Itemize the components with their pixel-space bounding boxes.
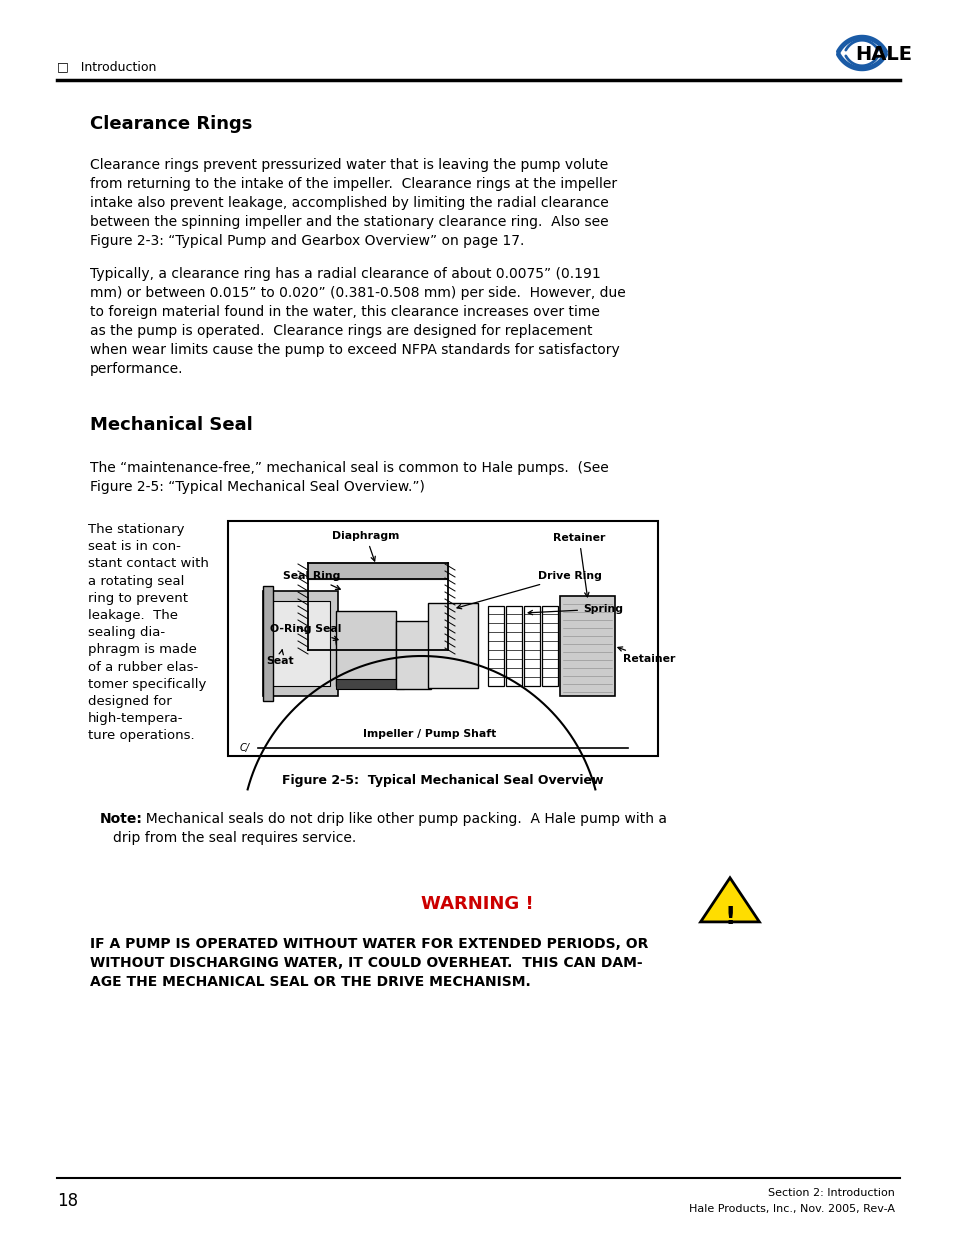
Text: The “maintenance-free,” mechanical seal is common to Hale pumps.  (See: The “maintenance-free,” mechanical seal … xyxy=(90,461,608,475)
Text: mm) or between 0.015” to 0.020” (0.381-0.508 mm) per side.  However, due: mm) or between 0.015” to 0.020” (0.381-0… xyxy=(90,287,625,300)
Text: □   Introduction: □ Introduction xyxy=(57,61,156,73)
Bar xyxy=(228,521,658,756)
Text: Figure 2-5: “Typical Mechanical Seal Overview.”): Figure 2-5: “Typical Mechanical Seal Ove… xyxy=(90,480,424,494)
Bar xyxy=(395,621,431,689)
Text: from returning to the intake of the impeller.  Clearance rings at the impeller: from returning to the intake of the impe… xyxy=(90,177,617,191)
Bar xyxy=(505,606,521,685)
Text: Impeller / Pump Shaft: Impeller / Pump Shaft xyxy=(363,729,497,739)
Bar xyxy=(559,597,615,697)
Text: Section 2: Introduction: Section 2: Introduction xyxy=(767,1188,894,1198)
Text: Clearance rings prevent pressurized water that is leaving the pump volute: Clearance rings prevent pressurized wate… xyxy=(90,158,608,172)
Text: ture operations.: ture operations. xyxy=(88,730,194,742)
Text: C/: C/ xyxy=(240,743,250,753)
Text: Note:: Note: xyxy=(100,811,143,826)
Text: Typically, a clearance ring has a radial clearance of about 0.0075” (0.191: Typically, a clearance ring has a radial… xyxy=(90,267,600,282)
Text: leakage.  The: leakage. The xyxy=(88,609,178,622)
Text: Retainer: Retainer xyxy=(553,534,605,597)
Text: IF A PUMP IS OPERATED WITHOUT WATER FOR EXTENDED PERIODS, OR: IF A PUMP IS OPERATED WITHOUT WATER FOR … xyxy=(90,937,648,951)
Text: WITHOUT DISCHARGING WATER, IT COULD OVERHEAT.  THIS CAN DAM-: WITHOUT DISCHARGING WATER, IT COULD OVER… xyxy=(90,956,642,969)
Text: sealing dia-: sealing dia- xyxy=(88,626,165,640)
Text: intake also prevent leakage, accomplished by limiting the radial clearance: intake also prevent leakage, accomplishe… xyxy=(90,196,608,210)
Text: Figure 2-3: “Typical Pump and Gearbox Overview” on page 17.: Figure 2-3: “Typical Pump and Gearbox Ov… xyxy=(90,233,524,248)
Text: Retainer: Retainer xyxy=(618,647,675,664)
Text: ring to prevent: ring to prevent xyxy=(88,592,188,605)
Bar xyxy=(335,611,395,685)
Text: tomer specifically: tomer specifically xyxy=(88,678,206,690)
Text: Mechanical seals do not drip like other pump packing.  A Hale pump with a: Mechanical seals do not drip like other … xyxy=(137,811,666,826)
Text: WARNING !: WARNING ! xyxy=(420,895,533,913)
Bar xyxy=(271,601,330,685)
Bar xyxy=(428,603,477,688)
Bar xyxy=(263,592,337,697)
Bar xyxy=(335,679,403,689)
Text: Mechanical Seal: Mechanical Seal xyxy=(90,416,253,433)
Text: Hale Products, Inc., Nov. 2005, Rev-A: Hale Products, Inc., Nov. 2005, Rev-A xyxy=(688,1204,894,1214)
Text: of a rubber elas-: of a rubber elas- xyxy=(88,661,198,673)
Text: a rotating seal: a rotating seal xyxy=(88,574,184,588)
Text: The stationary: The stationary xyxy=(88,522,184,536)
Bar xyxy=(488,606,503,685)
Bar xyxy=(541,606,558,685)
Text: as the pump is operated.  Clearance rings are designed for replacement: as the pump is operated. Clearance rings… xyxy=(90,324,592,338)
Text: Seat: Seat xyxy=(266,650,294,666)
Text: when wear limits cause the pump to exceed NFPA standards for satisfactory: when wear limits cause the pump to excee… xyxy=(90,343,619,357)
Text: AGE THE MECHANICAL SEAL OR THE DRIVE MECHANISM.: AGE THE MECHANICAL SEAL OR THE DRIVE MEC… xyxy=(90,974,530,989)
Text: Seal Ring: Seal Ring xyxy=(283,571,340,589)
Text: Drive Ring: Drive Ring xyxy=(456,571,601,609)
Text: to foreign material found in the water, this clearance increases over time: to foreign material found in the water, … xyxy=(90,305,599,319)
Text: !: ! xyxy=(723,905,735,929)
Bar xyxy=(263,585,273,701)
Text: Clearance Rings: Clearance Rings xyxy=(90,115,253,133)
Text: phragm is made: phragm is made xyxy=(88,643,196,656)
Polygon shape xyxy=(700,878,759,921)
Text: Figure 2-5:  Typical Mechanical Seal Overview: Figure 2-5: Typical Mechanical Seal Over… xyxy=(282,774,603,787)
Bar xyxy=(523,606,539,685)
Text: Spring: Spring xyxy=(528,604,622,615)
Text: HALE: HALE xyxy=(855,44,911,63)
Text: performance.: performance. xyxy=(90,362,183,375)
Text: drip from the seal requires service.: drip from the seal requires service. xyxy=(112,831,355,845)
Text: 18: 18 xyxy=(57,1192,78,1210)
Text: high-tempera-: high-tempera- xyxy=(88,713,183,725)
Text: seat is in con-: seat is in con- xyxy=(88,540,181,553)
Text: designed for: designed for xyxy=(88,695,172,708)
Ellipse shape xyxy=(335,629,355,655)
Text: Diaphragm: Diaphragm xyxy=(332,531,399,561)
Text: between the spinning impeller and the stationary clearance ring.  Also see: between the spinning impeller and the st… xyxy=(90,215,608,228)
Text: stant contact with: stant contact with xyxy=(88,557,209,571)
Text: O-Ring Seal: O-Ring Seal xyxy=(270,624,341,641)
